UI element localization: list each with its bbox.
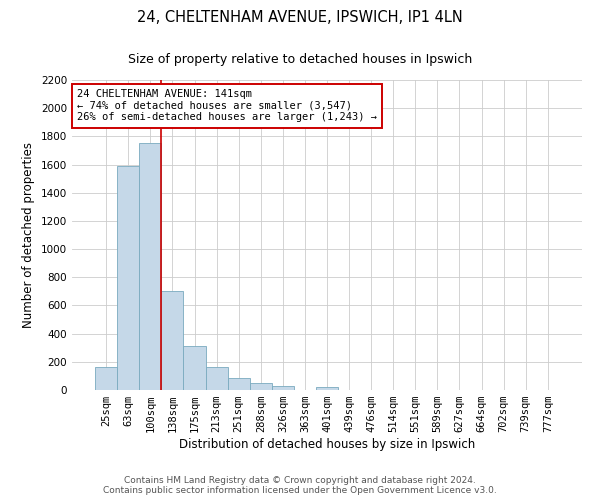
Bar bbox=[272, 386, 294, 390]
Bar bbox=[117, 166, 139, 390]
Text: 24 CHELTENHAM AVENUE: 141sqm
← 74% of detached houses are smaller (3,547)
26% of: 24 CHELTENHAM AVENUE: 141sqm ← 74% of de… bbox=[77, 90, 377, 122]
Y-axis label: Number of detached properties: Number of detached properties bbox=[22, 142, 35, 328]
Bar bbox=[316, 387, 338, 390]
Bar bbox=[206, 368, 227, 390]
Bar bbox=[161, 292, 184, 390]
Bar bbox=[139, 144, 161, 390]
Text: Contains HM Land Registry data © Crown copyright and database right 2024.
Contai: Contains HM Land Registry data © Crown c… bbox=[103, 476, 497, 495]
Bar bbox=[184, 346, 206, 390]
Bar bbox=[250, 383, 272, 390]
Text: Size of property relative to detached houses in Ipswich: Size of property relative to detached ho… bbox=[128, 52, 472, 66]
Bar bbox=[95, 368, 117, 390]
X-axis label: Distribution of detached houses by size in Ipswich: Distribution of detached houses by size … bbox=[179, 438, 475, 451]
Bar bbox=[227, 378, 250, 390]
Text: 24, CHELTENHAM AVENUE, IPSWICH, IP1 4LN: 24, CHELTENHAM AVENUE, IPSWICH, IP1 4LN bbox=[137, 10, 463, 25]
